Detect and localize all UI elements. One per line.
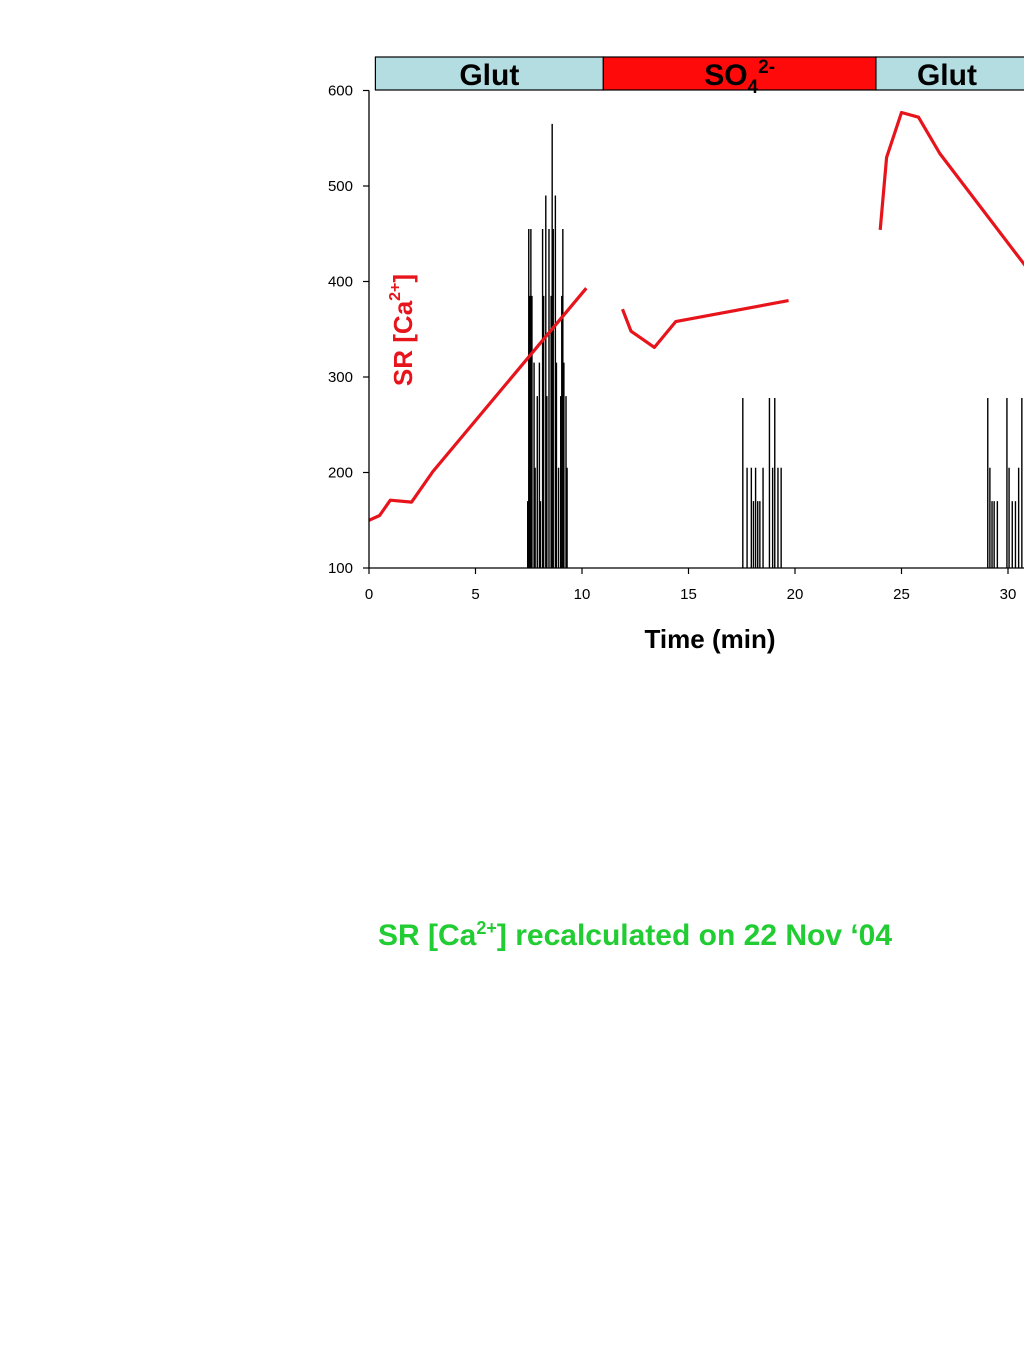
band-label-text: SO xyxy=(704,59,747,92)
caption-suffix: ] recalculated on 22 Nov ‘04 xyxy=(496,919,893,952)
condition-band-label-0: Glut xyxy=(459,59,519,92)
y-tick-label: 200 xyxy=(328,465,353,482)
x-tick-label: 30 xyxy=(1000,586,1017,603)
y-axis-title-prefix: SR [Ca xyxy=(388,300,418,386)
x-tick-label: 15 xyxy=(680,586,697,603)
sr-calcium-series xyxy=(368,110,1024,522)
x-tick-label: 10 xyxy=(574,586,591,603)
y-tick-label: 500 xyxy=(328,178,353,195)
spike-events xyxy=(526,123,1023,568)
y-tick-label: 600 xyxy=(328,83,353,100)
x-tick-label: 5 xyxy=(471,586,479,603)
condition-bands: Glut SO42- Glut xyxy=(374,56,1024,98)
y-tick-label: 100 xyxy=(328,560,353,577)
band-label-text: Glut xyxy=(459,59,519,92)
condition-band-1 xyxy=(602,56,877,91)
y-axis-title-suffix: ] xyxy=(388,274,418,283)
x-tick-label: 20 xyxy=(787,586,804,603)
x-tick-label: 25 xyxy=(893,586,910,603)
condition-band-label-1: SO42- xyxy=(704,57,775,98)
axes: 100 200 300 400 500 600 0 5 10 15 20 25 30 xyxy=(328,83,1024,603)
y-axis-title: SR [Ca2+] xyxy=(387,274,418,386)
caption-sup: 2+ xyxy=(476,918,497,938)
band-label-text: Glut xyxy=(917,59,977,92)
recalculation-note: SR [Ca2+] recalculated on 22 Nov ‘04 xyxy=(378,918,1024,953)
condition-band-2 xyxy=(875,56,1024,91)
y-tick-label: 300 xyxy=(328,369,353,386)
band-label-subscript: 4 xyxy=(748,77,759,98)
x-tick-label: 0 xyxy=(365,586,373,603)
caption-prefix: SR [Ca xyxy=(378,919,477,952)
x-axis-title: Time (min) xyxy=(645,624,776,654)
condition-band-label-2: Glut xyxy=(917,59,977,92)
series-segment-0 xyxy=(368,287,588,522)
series-segment-1 xyxy=(621,299,789,349)
series-segment-2 xyxy=(878,110,1024,267)
y-tick-label: 400 xyxy=(328,274,353,291)
y-axis-title-sup: 2+ xyxy=(387,283,404,301)
band-label-superscript: 2- xyxy=(758,57,775,78)
condition-band-0 xyxy=(374,56,604,91)
